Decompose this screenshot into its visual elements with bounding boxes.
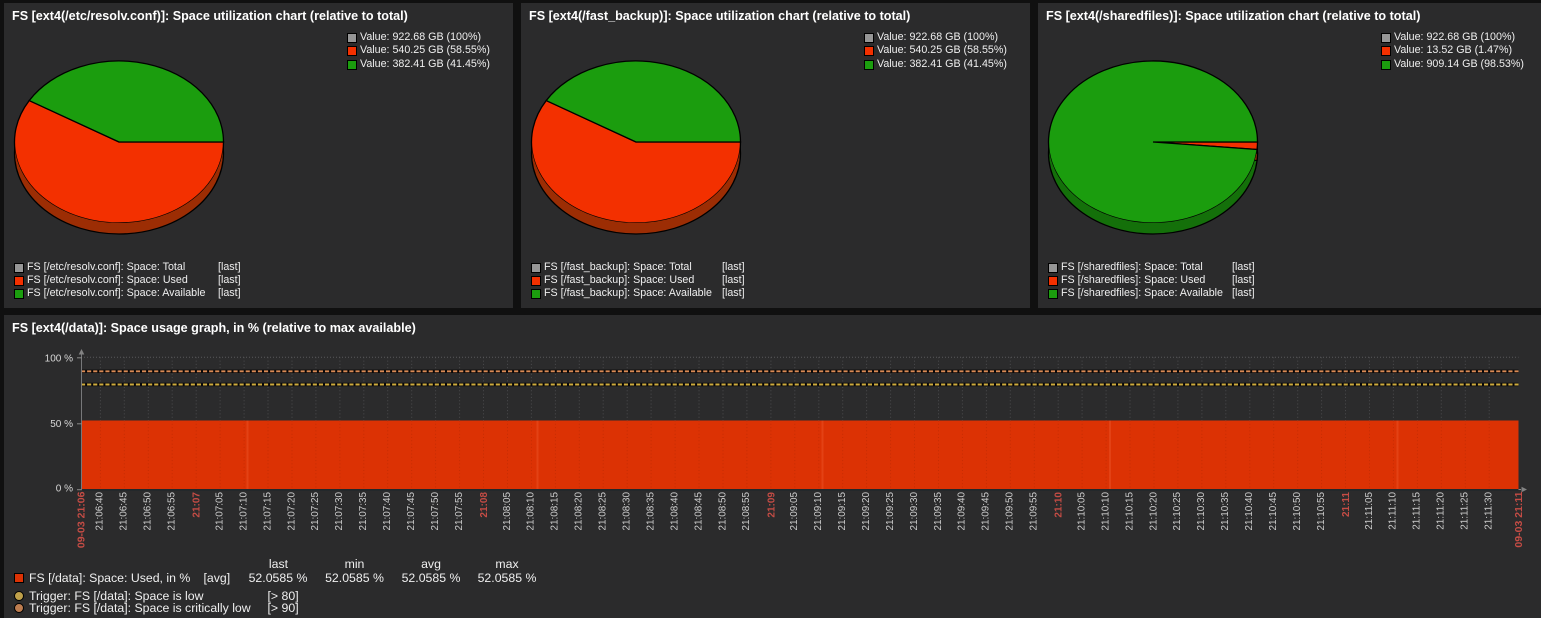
svg-text:50 %: 50 % bbox=[50, 419, 73, 430]
svg-text:21:09:45: 21:09:45 bbox=[981, 492, 992, 531]
svg-text:21:06:50: 21:06:50 bbox=[143, 492, 154, 531]
svg-text:21:08: 21:08 bbox=[479, 492, 490, 518]
svg-text:21:09:10: 21:09:10 bbox=[813, 492, 824, 531]
svg-text:21:09:15: 21:09:15 bbox=[837, 492, 848, 531]
svg-text:21:09:05: 21:09:05 bbox=[789, 492, 800, 531]
svg-text:21:09:25: 21:09:25 bbox=[885, 492, 896, 531]
svg-text:21:11:15: 21:11:15 bbox=[1412, 492, 1423, 530]
svg-text:100 %: 100 % bbox=[45, 353, 73, 364]
svg-text:21:09:20: 21:09:20 bbox=[861, 492, 872, 531]
svg-text:21:07:20: 21:07:20 bbox=[286, 492, 297, 531]
svg-text:21:11:05: 21:11:05 bbox=[1364, 492, 1375, 530]
svg-text:21:08:25: 21:08:25 bbox=[598, 492, 609, 531]
svg-text:21:08:35: 21:08:35 bbox=[645, 492, 656, 531]
svg-text:21:07:25: 21:07:25 bbox=[310, 492, 321, 531]
svg-text:21:08:40: 21:08:40 bbox=[669, 492, 680, 531]
svg-text:21:08:05: 21:08:05 bbox=[502, 492, 513, 531]
svg-text:21:09:35: 21:09:35 bbox=[933, 492, 944, 531]
svg-text:21:06:55: 21:06:55 bbox=[167, 492, 178, 531]
svg-text:21:10:30: 21:10:30 bbox=[1196, 492, 1207, 531]
svg-text:21:10:45: 21:10:45 bbox=[1268, 492, 1279, 531]
svg-text:21:09:40: 21:09:40 bbox=[957, 492, 968, 531]
svg-text:21:09:30: 21:09:30 bbox=[909, 492, 920, 531]
svg-text:21:06:45: 21:06:45 bbox=[119, 492, 130, 531]
svg-text:21:10:50: 21:10:50 bbox=[1292, 492, 1303, 531]
svg-text:21:07:05: 21:07:05 bbox=[214, 492, 225, 531]
svg-text:21:10:10: 21:10:10 bbox=[1100, 492, 1111, 531]
svg-text:21:09:50: 21:09:50 bbox=[1005, 492, 1016, 531]
svg-text:21:09:55: 21:09:55 bbox=[1029, 492, 1040, 531]
svg-text:21:07: 21:07 bbox=[192, 492, 203, 518]
svg-text:21:08:10: 21:08:10 bbox=[526, 492, 537, 531]
svg-text:21:11:20: 21:11:20 bbox=[1436, 492, 1447, 530]
svg-text:21:08:55: 21:08:55 bbox=[741, 492, 752, 531]
svg-text:21:11: 21:11 bbox=[1341, 492, 1352, 517]
svg-text:21:08:30: 21:08:30 bbox=[622, 492, 633, 531]
svg-text:21:08:20: 21:08:20 bbox=[574, 492, 585, 531]
svg-text:09-03 21:11: 09-03 21:11 bbox=[1513, 491, 1525, 547]
svg-text:21:07:40: 21:07:40 bbox=[382, 492, 393, 531]
svg-text:09-03 21:06: 09-03 21:06 bbox=[76, 491, 88, 548]
svg-text:21:09: 21:09 bbox=[766, 492, 777, 518]
svg-text:21:08:15: 21:08:15 bbox=[550, 492, 561, 531]
svg-text:21:07:10: 21:07:10 bbox=[238, 492, 249, 531]
svg-text:21:06:40: 21:06:40 bbox=[95, 492, 106, 531]
svg-text:0 %: 0 % bbox=[56, 484, 73, 495]
svg-text:21:07:55: 21:07:55 bbox=[454, 492, 465, 531]
svg-text:21:07:50: 21:07:50 bbox=[430, 492, 441, 531]
svg-text:21:10:25: 21:10:25 bbox=[1172, 492, 1183, 531]
svg-text:21:10:20: 21:10:20 bbox=[1148, 492, 1159, 531]
svg-text:21:08:50: 21:08:50 bbox=[717, 492, 728, 531]
svg-text:21:07:15: 21:07:15 bbox=[262, 492, 273, 531]
svg-text:21:10: 21:10 bbox=[1054, 492, 1065, 518]
svg-text:21:10:55: 21:10:55 bbox=[1316, 492, 1327, 531]
svg-text:21:11:30: 21:11:30 bbox=[1484, 492, 1495, 530]
svg-text:21:07:45: 21:07:45 bbox=[406, 492, 417, 531]
svg-text:21:10:15: 21:10:15 bbox=[1124, 492, 1135, 531]
svg-text:21:11:25: 21:11:25 bbox=[1460, 492, 1471, 530]
svg-text:21:08:45: 21:08:45 bbox=[693, 492, 704, 531]
svg-text:21:07:30: 21:07:30 bbox=[334, 492, 345, 531]
svg-text:21:07:35: 21:07:35 bbox=[358, 492, 369, 531]
svg-text:21:10:40: 21:10:40 bbox=[1244, 492, 1255, 531]
svg-text:21:10:05: 21:10:05 bbox=[1076, 492, 1087, 531]
svg-text:21:11:10: 21:11:10 bbox=[1388, 492, 1399, 530]
svg-text:21:10:35: 21:10:35 bbox=[1220, 492, 1231, 531]
